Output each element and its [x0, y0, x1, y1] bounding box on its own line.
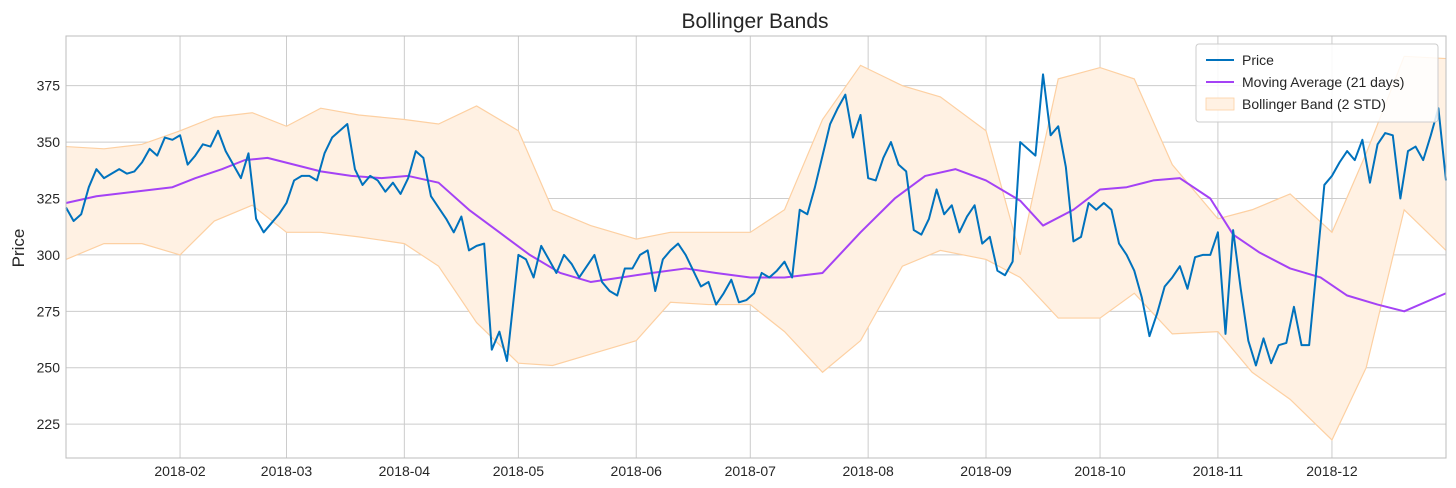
x-tick-label: 2018-11: [1193, 463, 1244, 479]
legend-swatch: [1205, 97, 1235, 111]
legend-box: [1195, 43, 1439, 123]
legend-label: Price: [1242, 52, 1274, 68]
y-tick-label: 275: [37, 303, 61, 319]
x-tick-label: 2018-08: [842, 463, 894, 479]
y-tick-label: 375: [37, 78, 61, 94]
x-tick-label: 2018-12: [1306, 463, 1358, 479]
legend: Price Moving Average (21 days) Bollinger B…: [1195, 43, 1439, 123]
x-tick-label: 2018-04: [379, 463, 431, 479]
x-tick-label: 2018-02: [154, 463, 206, 479]
y-axis-label: Price: [9, 229, 28, 268]
moving-average-line: [65, 156, 1447, 313]
x-tick-label: 2018-07: [725, 463, 777, 479]
chart-title: Bollinger Bands: [681, 10, 828, 33]
upper-band-line: [65, 55, 1447, 256]
y-tick-label: 325: [37, 190, 61, 206]
price-line: [65, 73, 1447, 367]
plot-area: 225 250 275 300 325 350 375 2018-02 2018-03 2018-…: [37, 35, 1447, 479]
x-tick-label: 2018-06: [611, 463, 663, 479]
x-tick-label: 2018-09: [960, 463, 1012, 479]
x-tick-label: 2018-10: [1074, 463, 1126, 479]
y-tick-label: 225: [37, 416, 61, 432]
legend-label: Moving Average (21 days): [1242, 74, 1404, 90]
x-tick-label: 2018-05: [493, 463, 545, 479]
lower-band-line: [65, 204, 1447, 441]
x-tick-label: 2018-03: [261, 463, 313, 479]
legend-label: Bollinger Band (2 STD): [1242, 96, 1386, 112]
y-tick-label: 350: [37, 134, 61, 150]
y-tick-label: 300: [37, 247, 61, 263]
y-tick-label: 250: [37, 360, 61, 376]
bollinger-band-area: [66, 56, 1446, 440]
plot-frame: [65, 35, 1447, 459]
